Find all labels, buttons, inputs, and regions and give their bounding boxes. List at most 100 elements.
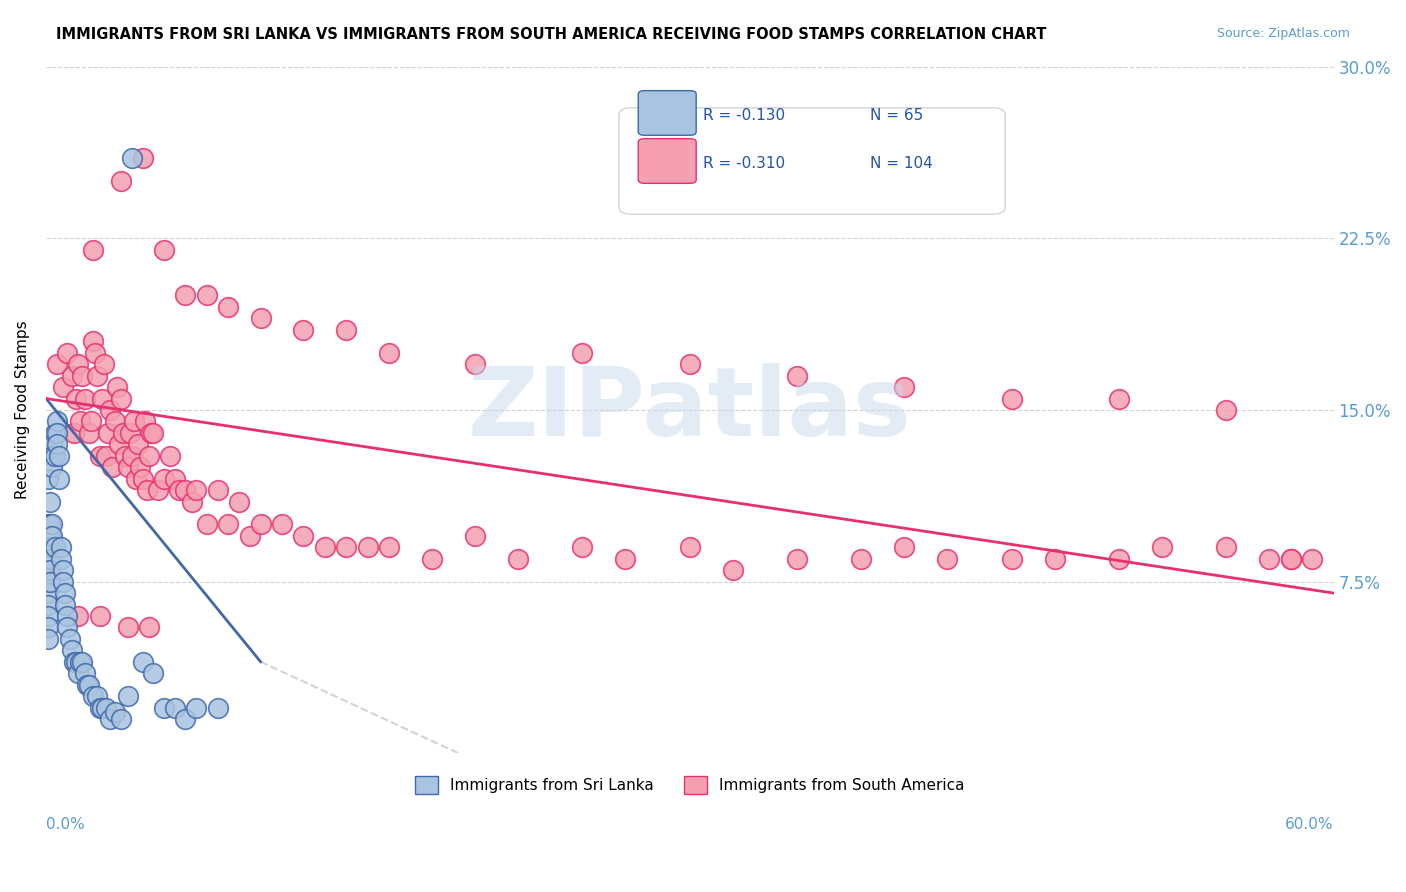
Point [39,563,62,577]
Point [82,689,104,703]
Point [163,472,186,486]
Legend: Immigrants from Sri Lanka, Immigrants from South America: Immigrants from Sri Lanka, Immigrants fr… [409,770,972,801]
Point [94,449,117,463]
Point [122,414,145,428]
Point [217,300,239,314]
Text: N = 104: N = 104 [870,156,932,171]
Point [180,494,202,508]
Text: ZIPatlas: ZIPatlas [468,363,911,457]
Point [67,666,90,681]
Point [335,541,357,555]
Point [893,380,915,394]
Point [134,414,156,428]
Point [44,541,66,555]
Point [271,517,294,532]
Point [37,541,59,555]
Point [108,437,131,451]
Point [217,517,239,532]
Point [571,345,593,359]
Point [53,598,76,612]
Point [48,472,70,486]
Point [142,666,165,681]
Point [63,655,86,669]
Text: R = -0.130: R = -0.130 [703,108,785,123]
Point [67,609,90,624]
Point [1001,551,1024,566]
Point [139,425,162,440]
Point [186,483,208,497]
Point [37,517,59,532]
Point [52,574,75,589]
Point [464,357,486,371]
Point [207,483,229,497]
Point [37,609,59,624]
Point [228,494,250,508]
Point [89,609,111,624]
Point [292,529,315,543]
Point [357,541,380,555]
Point [39,517,62,532]
Point [1108,392,1130,406]
Point [52,563,75,577]
Point [63,425,86,440]
Point [614,551,637,566]
Point [53,586,76,600]
Point [90,392,112,406]
Point [73,666,96,681]
Point [39,541,62,555]
Point [249,311,271,326]
Point [98,712,121,726]
Point [117,689,139,703]
Point [39,494,62,508]
Point [1301,551,1323,566]
Point [129,460,152,475]
Point [110,392,132,406]
Point [104,414,127,428]
Point [335,323,357,337]
Point [105,380,128,394]
Point [89,700,111,714]
Point [82,243,104,257]
Point [98,403,121,417]
Text: 0.0%: 0.0% [46,817,84,832]
FancyBboxPatch shape [638,91,696,136]
Point [506,551,529,566]
Point [378,345,401,359]
Point [131,472,153,486]
Point [65,655,87,669]
Point [118,425,141,440]
Point [86,689,108,703]
Point [86,368,108,383]
Point [159,449,181,463]
Point [77,678,100,692]
Point [163,700,186,714]
Point [679,541,702,555]
Point [679,357,702,371]
Point [110,712,132,726]
Point [174,483,197,497]
Point [37,563,59,577]
Point [1001,392,1024,406]
Point [44,425,66,440]
Point [80,414,103,428]
Point [89,449,111,463]
Point [41,529,63,543]
Point [1043,551,1066,566]
Point [37,632,59,646]
Point [77,425,100,440]
Point [786,551,808,566]
Point [121,449,143,463]
Point [76,678,98,692]
Point [97,425,120,440]
Point [1215,541,1237,555]
Point [153,472,176,486]
Point [56,345,79,359]
Point [146,483,169,497]
Point [45,357,67,371]
Point [101,460,124,475]
Point [936,551,959,566]
Point [37,586,59,600]
Point [420,551,443,566]
Point [45,425,67,440]
Point [60,368,83,383]
